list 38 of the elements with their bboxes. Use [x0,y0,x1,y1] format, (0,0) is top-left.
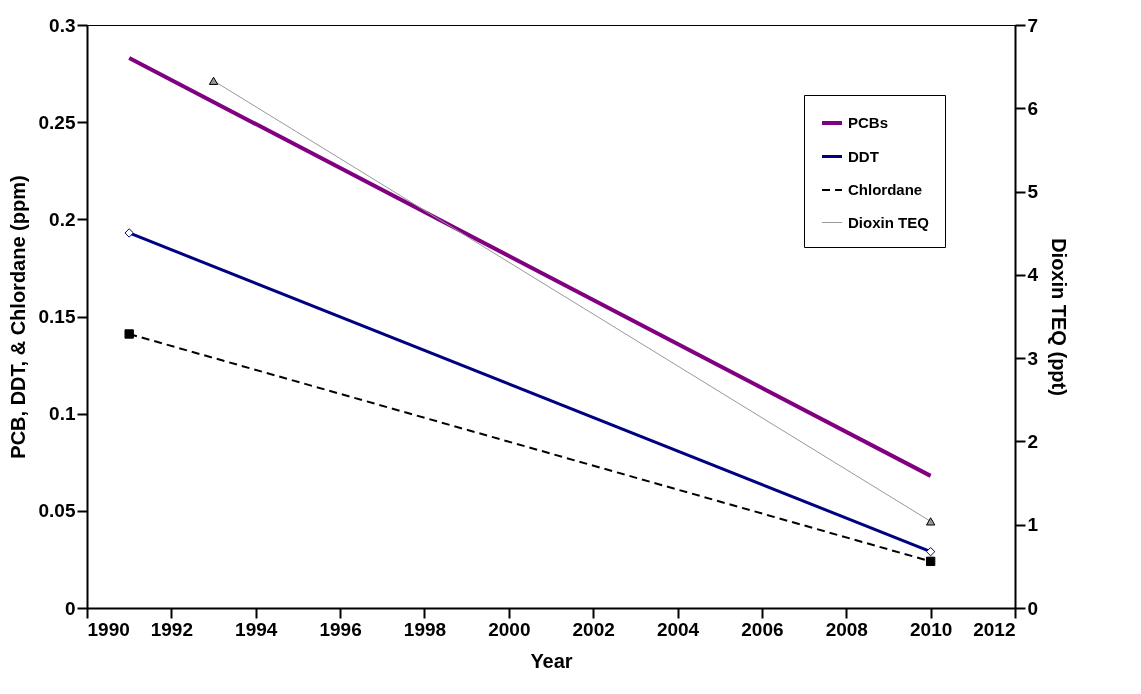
y2-tick-label: 5 [1027,181,1039,203]
y-tick-label: 0.25 [38,111,76,133]
y-tick-label: 0.2 [49,208,76,230]
x-tick-label: 1998 [403,618,447,640]
y-tick-label: 0.3 [49,14,76,36]
y-tick-label: 0.1 [49,403,76,425]
x-tick-label: 2010 [910,618,953,640]
y-tick-label: 0.15 [38,306,76,327]
x-axis-title: Year [530,649,573,672]
legend-label: PCBs [848,114,889,131]
y2-tick-label: 6 [1027,97,1039,119]
y2-tick-label: 4 [1027,264,1039,286]
x-tick-label: 1992 [150,618,193,640]
y2-tick-label: 3 [1027,347,1039,369]
x-tick-label: 2004 [656,618,700,640]
point [124,329,134,339]
x-tick-label: 1990 [87,618,130,640]
legend-label: Dioxin TEQ [848,213,930,231]
point [124,228,134,238]
y2-tick-label: 2 [1027,430,1039,452]
x-tick-label: 1996 [319,618,362,640]
x-tick-label: 2006 [741,618,784,640]
legend-label: DDT [848,147,879,165]
y2-tick-label: 7 [1027,14,1039,36]
x-tick-label: 2012 [973,618,1016,640]
point [925,546,936,557]
y-tick-label: 0.05 [38,500,76,522]
y2-tick-label: 0 [1027,597,1039,619]
x-tick-label: 2000 [488,618,531,640]
x-tick-label: 1994 [235,618,278,640]
x-tick-label: 2008 [825,618,868,640]
legend-label: Chlordane [848,181,923,198]
point [925,556,936,567]
y2-tick-label: 1 [1027,514,1039,536]
y-axis-title: PCB, DDT, & Chlordane (ppm) [6,175,29,459]
x-tick-label: 2002 [572,618,615,640]
y-tick-label: 0 [64,597,76,619]
y2-axis-title: Dioxin TEQ (ppt) [1048,238,1071,396]
